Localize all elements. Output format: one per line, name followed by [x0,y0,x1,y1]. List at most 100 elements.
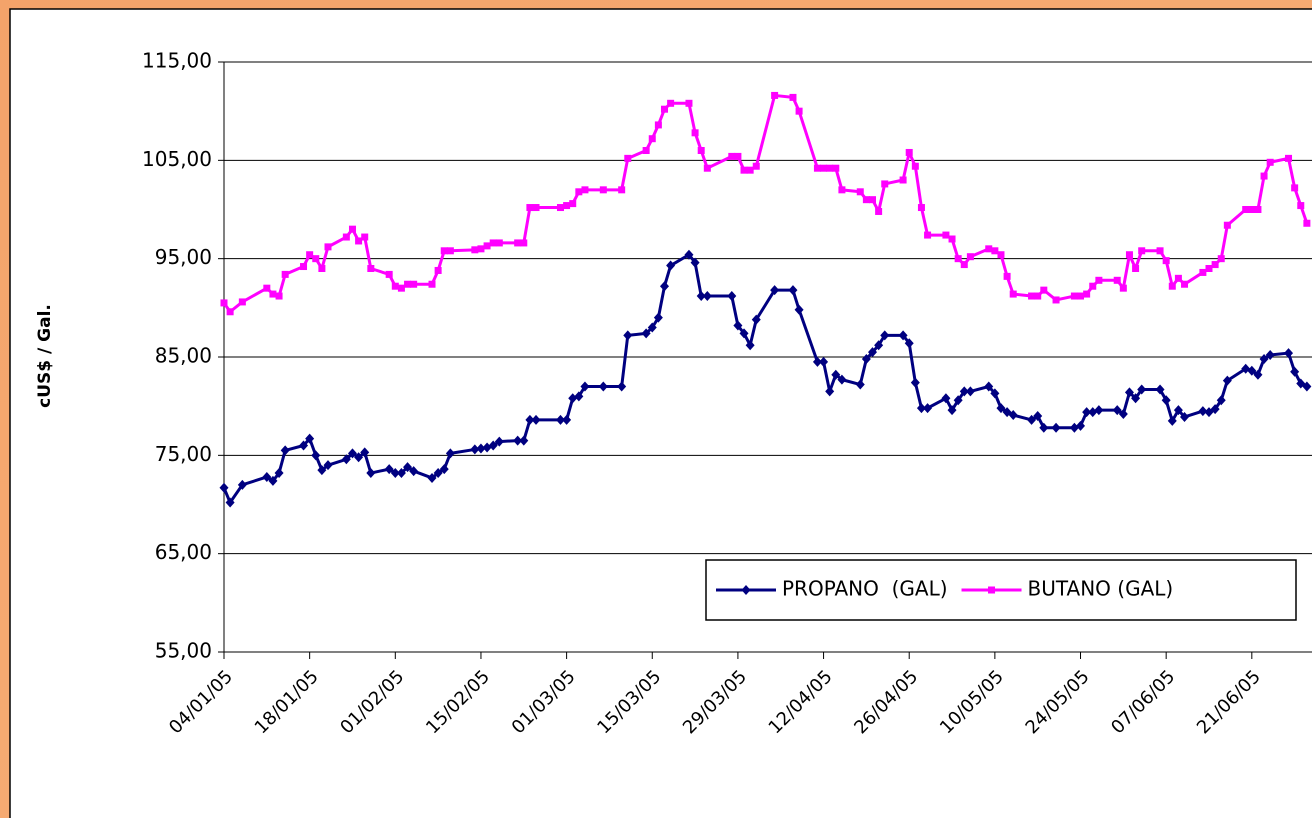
data-point [275,292,283,300]
data-point [733,320,743,331]
data-point [471,246,479,254]
data-point [1095,276,1103,284]
data-point [1173,405,1183,416]
data-point [598,381,608,392]
data-point [569,200,577,208]
data-point [433,468,443,479]
data-point [624,154,632,162]
data-point [741,585,751,595]
data-point [1112,405,1122,416]
data-point [881,180,889,188]
data-point [832,164,840,172]
data-point [324,243,332,251]
data-point [653,312,663,323]
data-point [1034,292,1042,300]
data-point [691,129,699,137]
data-point [1161,395,1171,406]
y-tick-label: 85,00 [155,344,212,368]
data-point [904,338,914,349]
data-point [1260,172,1268,180]
data-point [819,356,829,367]
data-point [446,247,454,255]
data-point [1009,290,1017,298]
data-point [367,265,375,272]
data-point [427,472,437,483]
data-point [1210,404,1220,415]
data-point [917,204,925,212]
data-point [495,239,503,247]
data-point [690,257,700,268]
data-point [269,290,277,298]
data-point [300,263,308,271]
data-point [641,328,651,339]
data-point [702,291,712,302]
data-point [1248,206,1256,213]
data-point [996,403,1006,414]
data-point [281,270,289,278]
data-point [397,284,405,292]
data-point [985,245,993,253]
data-point [1247,365,1257,376]
data-point [959,386,969,397]
data-point [856,188,864,196]
data-point [875,207,883,215]
data-point [526,204,534,212]
data-point [1156,247,1164,255]
data-point [494,436,504,447]
data-point [1259,353,1269,364]
data-point [838,186,846,194]
data-point [219,482,229,493]
data-point [341,454,351,465]
data-point [390,468,400,479]
data-point [403,462,413,473]
data-point [654,121,662,129]
data-point [831,369,841,380]
legend-label: PROPANO (GAL) [782,577,948,601]
data-point [794,304,804,315]
data-point [342,233,350,241]
data-point [795,107,803,115]
data-point [1223,221,1231,229]
data-point [696,291,706,302]
data-point [532,204,540,212]
data-point [659,281,669,292]
data-point [1040,286,1048,294]
data-point [1168,282,1176,290]
data-point [813,164,821,172]
data-point [519,435,529,446]
data-point [348,225,356,233]
data-point [1181,280,1189,288]
data-point [660,105,668,113]
data-point [1131,393,1141,404]
data-point [280,445,290,456]
data-point [911,162,919,170]
data-point [855,379,865,390]
y-tick-label: 115,00 [142,49,212,73]
data-point [984,381,994,392]
data-point [739,328,749,339]
data-point [226,308,234,316]
data-point [684,249,694,260]
data-point [642,147,650,154]
y-axis-label: cUS$ / Gal. [35,304,55,408]
data-point [476,443,486,454]
y-tick-label: 65,00 [155,540,212,564]
data-point [1113,276,1121,284]
data-point [623,330,633,341]
data-point [488,440,498,451]
data-point [439,464,449,475]
data-point [489,239,497,247]
data-point [898,330,908,341]
data-point [1198,406,1208,417]
data-point [445,448,455,459]
data-point [1217,255,1225,263]
data-point [312,255,320,263]
data-point [361,233,369,241]
data-point [563,202,571,210]
legend-label: BUTANO (GAL) [1028,577,1174,601]
data-point [991,247,999,255]
data-point [360,447,370,458]
data-point [366,468,376,479]
data-point [220,299,228,307]
data-point [514,239,522,247]
